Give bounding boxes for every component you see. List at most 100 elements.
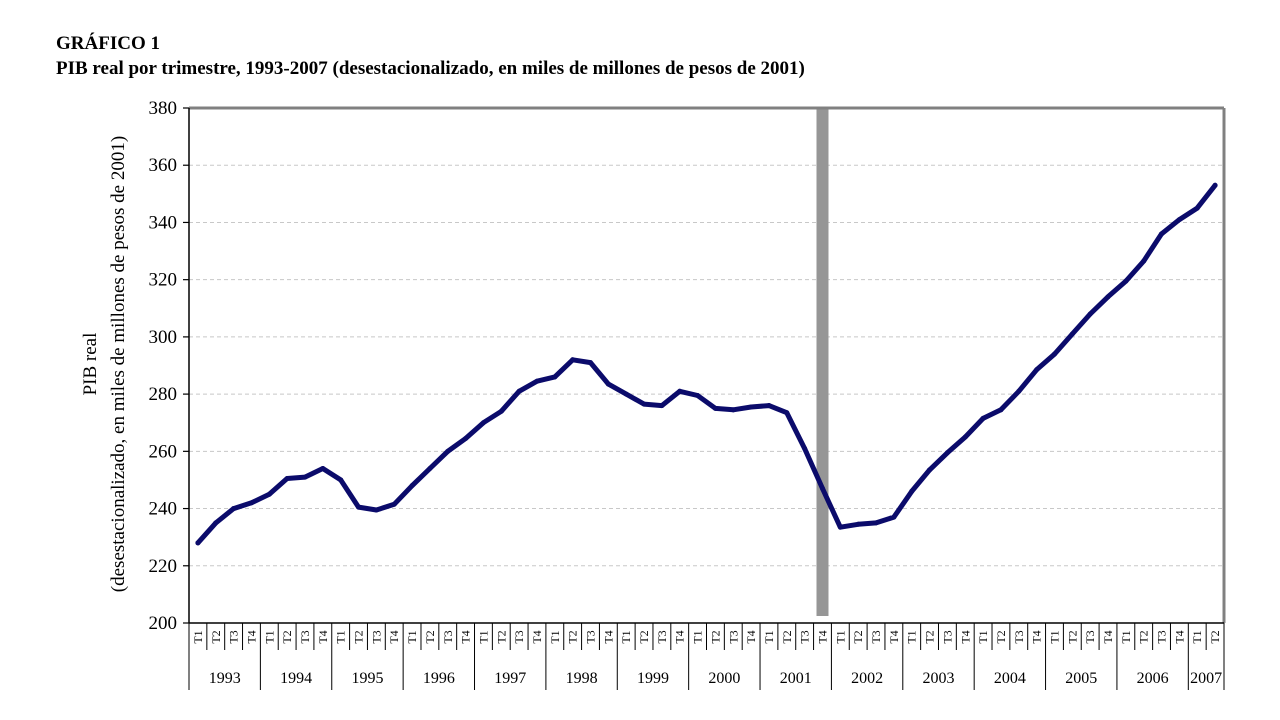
year-tick-label: 1996 [423, 670, 455, 687]
year-tick-label: 1999 [637, 670, 669, 687]
y-tick-label: 260 [149, 441, 178, 462]
data-point [730, 407, 736, 413]
quarter-tick-label: T3 [1083, 630, 1097, 643]
data-point [1123, 278, 1129, 284]
quarter-tick-label: T4 [316, 630, 330, 643]
data-point [516, 388, 522, 394]
data-point [873, 520, 879, 526]
data-point [213, 520, 219, 526]
y-tick-label: 280 [149, 384, 178, 405]
data-point [498, 408, 504, 414]
quarter-tick-label: T3 [227, 630, 241, 643]
quarter-tick-label: T3 [584, 630, 598, 643]
quarter-tick-label: T2 [708, 630, 722, 643]
quarter-tick-label: T2 [851, 630, 865, 643]
quarter-tick-label: T2 [209, 630, 223, 643]
data-point [534, 378, 540, 384]
vertical-marker-group [816, 108, 829, 616]
data-point [659, 403, 665, 409]
quarter-tick-label: T4 [1030, 630, 1044, 643]
year-tick-label: 1993 [209, 670, 241, 687]
quarter-tick-label: T2 [566, 630, 580, 643]
year-tick-label: 2002 [851, 670, 883, 687]
quarter-tick-label: T1 [334, 630, 348, 643]
data-point [1212, 182, 1218, 188]
series-line [195, 182, 1218, 546]
data-point [944, 450, 950, 456]
quarter-tick-label: T4 [744, 630, 758, 643]
data-point [195, 540, 201, 546]
data-point [1051, 351, 1057, 357]
data-point [588, 360, 594, 366]
quarter-tick-label: T2 [280, 630, 294, 643]
data-point [909, 488, 915, 494]
gridlines [189, 164, 1224, 567]
y-tick-label: 340 [149, 212, 178, 233]
quarter-tick-label: T1 [1119, 630, 1133, 643]
y-axis-label-line-1: PIB real [80, 333, 101, 396]
y-tick-label: 240 [149, 499, 178, 520]
quarter-tick-label: T4 [958, 630, 972, 643]
quarter-tick-label: T3 [798, 630, 812, 643]
data-point [338, 477, 344, 483]
quarter-tick-label: T2 [1137, 630, 1151, 643]
year-tick-label: 2005 [1065, 670, 1097, 687]
data-point [266, 491, 272, 497]
quarter-tick-label: T4 [387, 630, 401, 643]
year-tick-label: 2007 [1190, 670, 1222, 687]
data-point [284, 476, 290, 482]
data-point [1159, 231, 1165, 237]
data-point [766, 403, 772, 409]
y-tick-label: 360 [149, 155, 178, 176]
vertical-marker [816, 108, 829, 616]
year-tick-label: 1997 [494, 670, 526, 687]
quarter-tick-label: T3 [1155, 630, 1169, 643]
quarter-tick-label: T1 [619, 630, 633, 643]
quarter-tick-label: T3 [1012, 630, 1026, 643]
data-point [802, 445, 808, 451]
data-point [695, 393, 701, 399]
year-tick-label: 2004 [994, 670, 1026, 687]
year-tick-label: 2003 [922, 670, 954, 687]
quarter-tick-label: T4 [459, 630, 473, 643]
data-point [445, 448, 451, 454]
year-tick-label: 2001 [780, 670, 812, 687]
quarter-tick-label: T3 [298, 630, 312, 643]
data-point [623, 391, 629, 397]
quarter-tick-label: T1 [976, 630, 990, 643]
quarter-tick-label: T1 [691, 630, 705, 643]
data-point [712, 405, 718, 411]
data-point [427, 466, 433, 471]
data-point [980, 415, 986, 421]
plot-frame [188, 106, 1226, 624]
quarter-tick-label: T1 [548, 630, 562, 643]
quarter-tick-label: T4 [1101, 630, 1115, 643]
quarter-tick-label: T1 [262, 630, 276, 643]
data-point [891, 514, 897, 520]
y-tick-label: 320 [149, 270, 178, 291]
data-point [837, 524, 843, 530]
quarter-tick-label: T3 [726, 630, 740, 643]
data-point [641, 401, 647, 407]
quarter-tick-label: T1 [1190, 630, 1204, 643]
y-axis-ticks: 200 220 240 260 280 300 320 340 360 380 [149, 98, 189, 634]
quarter-tick-label: T1 [405, 630, 419, 643]
data-point [409, 483, 415, 489]
quarter-tick-label: T3 [369, 630, 383, 643]
data-point [1176, 217, 1182, 223]
data-point [1105, 294, 1111, 300]
data-point [302, 474, 308, 480]
quarter-tick-label: T4 [1172, 630, 1186, 643]
quarter-tick-label: T2 [423, 630, 437, 643]
quarter-tick-label: T4 [887, 630, 901, 643]
figure-label: GRÁFICO 1 [56, 33, 160, 54]
y-tick-label: 200 [149, 613, 178, 634]
data-point [356, 504, 362, 510]
quarter-tick-label: T3 [655, 630, 669, 643]
figure-title: PIB real por trimestre, 1993-2007 (deses… [56, 58, 805, 79]
quarter-tick-label: T1 [762, 630, 776, 643]
data-point [962, 434, 968, 440]
data-point [998, 407, 1004, 413]
quarter-tick-label: T2 [994, 630, 1008, 643]
